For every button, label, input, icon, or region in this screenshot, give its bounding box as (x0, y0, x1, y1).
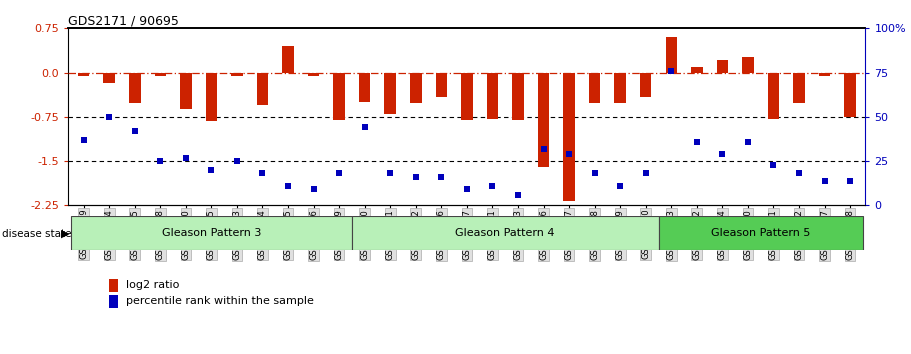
Text: percentile rank within the sample: percentile rank within the sample (126, 296, 313, 306)
Bar (333, 73, 345, 120)
Text: log2 ratio: log2 ratio (126, 280, 179, 290)
FancyBboxPatch shape (352, 216, 659, 250)
Bar (512, 73, 524, 120)
Bar (589, 73, 600, 103)
Bar (308, 73, 320, 76)
Bar (104, 73, 115, 83)
Bar (537, 73, 549, 167)
Bar (666, 37, 677, 73)
Bar (793, 73, 804, 103)
Bar (742, 57, 753, 73)
Text: GDS2171 / 90695: GDS2171 / 90695 (68, 14, 179, 27)
Bar (844, 73, 855, 118)
Text: disease state: disease state (2, 229, 71, 239)
Text: Gleason Pattern 5: Gleason Pattern 5 (711, 228, 811, 238)
Text: Gleason Pattern 3: Gleason Pattern 3 (162, 228, 261, 238)
FancyBboxPatch shape (71, 216, 352, 250)
Bar (563, 73, 575, 201)
Bar (206, 73, 217, 121)
Bar (359, 73, 371, 102)
Bar (768, 73, 779, 119)
Bar (282, 46, 293, 73)
Bar (129, 73, 140, 103)
Bar (819, 73, 830, 76)
Bar (717, 59, 728, 73)
Bar (384, 73, 396, 114)
Bar (640, 73, 651, 97)
Bar (691, 67, 702, 73)
Text: Gleason Pattern 4: Gleason Pattern 4 (456, 228, 555, 238)
FancyBboxPatch shape (659, 216, 863, 250)
Text: ▶: ▶ (61, 229, 69, 239)
Bar (486, 73, 498, 119)
Bar (435, 73, 447, 97)
Bar (257, 73, 268, 105)
Bar (461, 73, 473, 120)
Bar (410, 73, 422, 103)
Bar (180, 73, 191, 109)
Bar (78, 73, 89, 75)
Bar (155, 73, 166, 76)
Bar (614, 73, 626, 103)
Bar (231, 73, 242, 76)
